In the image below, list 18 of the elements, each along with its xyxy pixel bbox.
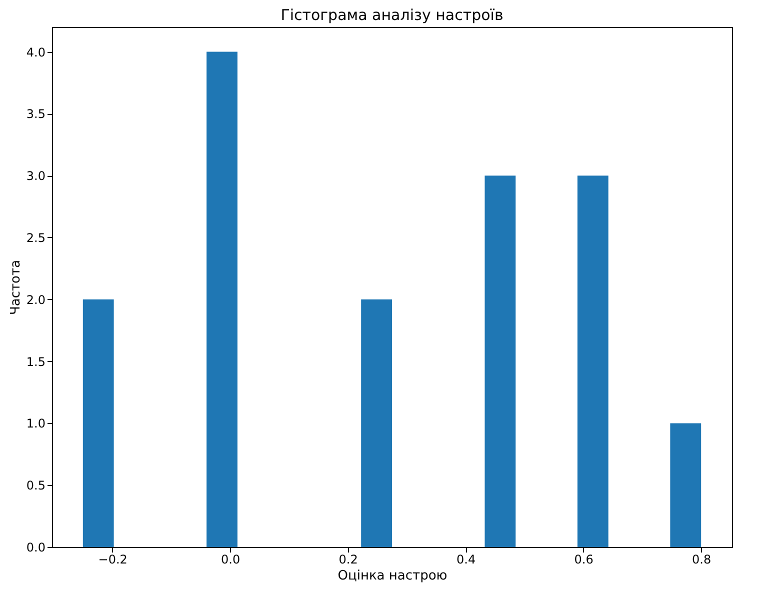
- x-tick-label: 0.2: [338, 552, 358, 566]
- y-axis-title: Частота: [8, 260, 24, 316]
- y-tick-label: 2.0: [26, 292, 46, 307]
- x-tick-label: −0.2: [98, 552, 128, 566]
- y-tick-label: 2.5: [26, 230, 46, 245]
- y-tick-label: 0.5: [26, 478, 46, 493]
- chart-title: Гістограма аналізу настроїв: [280, 6, 504, 24]
- x-axis-title: Оцінка настрою: [338, 568, 448, 584]
- x-tick-label: 0.4: [456, 552, 476, 566]
- y-tick-label: 1.0: [26, 416, 46, 431]
- y-tick-label: 0.0: [26, 540, 46, 554]
- y-tick-label: 3.0: [26, 169, 46, 184]
- x-tick-label: 0.6: [574, 552, 594, 566]
- y-tick-label: 3.5: [26, 107, 46, 122]
- y-tick-label: 4.0: [26, 45, 46, 60]
- y-tick-label: 1.5: [26, 354, 46, 369]
- x-tick-label: 0.8: [692, 552, 712, 566]
- x-tick-label: 0.0: [221, 552, 240, 566]
